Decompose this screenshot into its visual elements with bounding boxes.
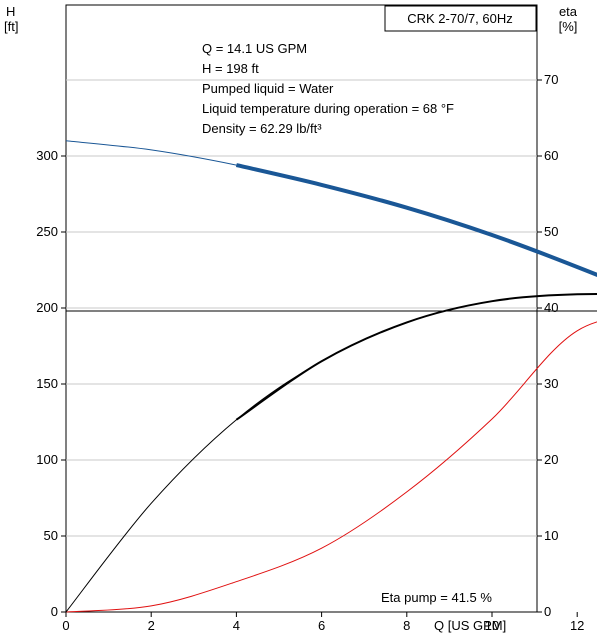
- y-axis-right-title-line1: eta: [559, 4, 578, 19]
- y-axis-right-title-line2: [%]: [559, 19, 578, 34]
- tick-label-q-12: 12: [570, 618, 584, 633]
- tick-label-eta-60: 60: [544, 148, 558, 163]
- tick-label-eta-50: 50: [544, 224, 558, 239]
- info-block: Q = 14.1 US GPM H = 198 ft Pumped liquid…: [202, 41, 454, 136]
- h-curve-range: [235, 163, 597, 277]
- grid-lines: [66, 79, 537, 537]
- axis-ticks: 0 50 100 150 200 250 300 0 10 20 30 40 50 60 70 0 2 4 6 8 10…: [36, 72, 584, 633]
- curves: [65, 140, 597, 613]
- tick-label-h-150: 150: [36, 376, 58, 391]
- tick-label-h-0: 0: [51, 604, 58, 619]
- tick-label-q-0: 0: [62, 618, 69, 633]
- tick-label-q-4: 4: [233, 618, 240, 633]
- tick-label-eta-0: 0: [544, 604, 551, 619]
- info-line-temperature: Liquid temperature during operation = 68…: [202, 101, 454, 116]
- info-line-density: Density = 62.29 lb/ft³: [202, 121, 322, 136]
- tick-label-h-250: 250: [36, 224, 58, 239]
- info-line-h: H = 198 ft: [202, 61, 259, 76]
- x-axis-title: Q [US GPM]: [434, 618, 506, 633]
- eta-curve-range: [235, 293, 597, 421]
- tick-label-q-8: 8: [403, 618, 410, 633]
- eta-label-box: [368, 584, 536, 611]
- system-curve: [65, 321, 597, 613]
- eta-pump-label: Eta pump = 41.5 %: [381, 590, 492, 605]
- tick-label-h-100: 100: [36, 452, 58, 467]
- tick-label-q-6: 6: [318, 618, 325, 633]
- y-axis-left-title-line2: [ft]: [4, 19, 18, 34]
- tick-label-q-2: 2: [148, 618, 155, 633]
- tick-label-eta-30: 30: [544, 376, 558, 391]
- tick-label-eta-40: 40: [544, 300, 558, 315]
- chart-title: CRK 2-70/7, 60Hz: [407, 11, 513, 26]
- tick-label-h-300: 300: [36, 148, 58, 163]
- tick-label-eta-70: 70: [544, 72, 558, 87]
- title-box: [384, 5, 537, 32]
- info-line-liquid: Pumped liquid = Water: [202, 81, 334, 96]
- y-axis-left-title-line1: H: [6, 4, 15, 19]
- tick-label-h-50: 50: [44, 528, 58, 543]
- tick-label-eta-10: 10: [544, 528, 558, 543]
- tick-label-h-200: 200: [36, 300, 58, 315]
- tick-label-q-10: 10: [485, 618, 499, 633]
- info-line-q: Q = 14.1 US GPM: [202, 41, 307, 56]
- tick-label-eta-20: 20: [544, 452, 558, 467]
